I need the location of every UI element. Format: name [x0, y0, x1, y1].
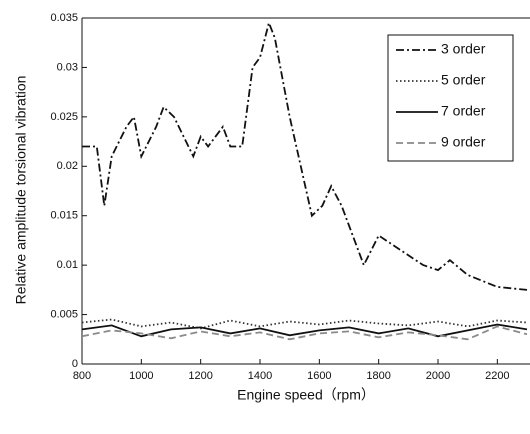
legend-label: 5 order [441, 72, 486, 88]
y-tick-label: 0.01 [57, 259, 78, 271]
x-tick-label: 800 [73, 370, 91, 382]
x-tick-label: 2200 [485, 370, 509, 382]
legend-label: 7 order [441, 103, 486, 119]
legend: 3 order 5 order 7 order 9 order [387, 34, 514, 162]
series-line [82, 323, 528, 338]
y-axis-title: Relative amplitude torsional vibration [13, 76, 29, 305]
series-line [82, 318, 528, 330]
legend-box [387, 34, 514, 162]
legend-label: 9 order [441, 134, 486, 150]
y-tick-label: 0.035 [50, 12, 78, 24]
x-tick-label: 1000 [129, 370, 153, 382]
x-tick-label: 1400 [248, 370, 272, 382]
y-tick-label: 0.025 [50, 111, 78, 123]
legend-label: 3 order [441, 41, 486, 57]
x-tick-label: 1800 [366, 370, 390, 382]
series-line [82, 325, 528, 341]
x-tick-label: 1200 [188, 370, 212, 382]
series-line [82, 19, 528, 291]
y-tick-label: 0 [72, 358, 78, 370]
x-tick-label: 2000 [426, 370, 450, 382]
y-tick-label: 0.02 [57, 160, 78, 172]
y-tick-label: 0.005 [50, 308, 78, 320]
x-tick-label: 1600 [307, 370, 331, 382]
y-tick-label: 0.015 [50, 210, 78, 222]
y-tick-label: 0.03 [57, 61, 78, 73]
x-axis-title: Engine speed（rpm） [237, 387, 375, 403]
